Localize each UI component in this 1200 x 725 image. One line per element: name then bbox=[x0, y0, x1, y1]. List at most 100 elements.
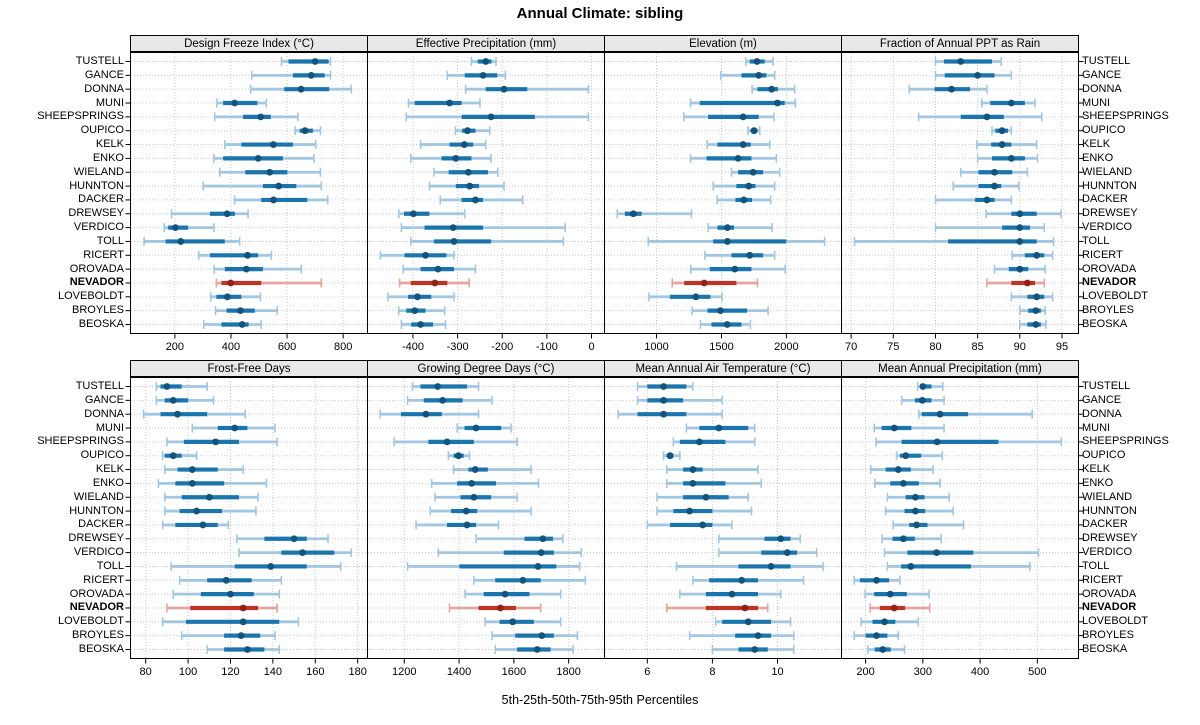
interval-donna bbox=[918, 409, 1034, 419]
interval-ricert bbox=[379, 250, 455, 260]
tick-label: 200 bbox=[856, 666, 874, 678]
station-label-left-beoska: BEOSKA bbox=[78, 318, 124, 330]
tick-label: 1400 bbox=[447, 666, 471, 678]
figure-title: Annual Climate: sibling bbox=[516, 5, 684, 22]
station-label-left-beoska: BEOSKA bbox=[78, 643, 124, 655]
station-label-right-sheepsprings: SHEEPSPRINGS bbox=[1082, 110, 1169, 122]
panel-mean-annual-air-temperature-c: 6 8 10 bbox=[604, 377, 842, 678]
strip-elevation-m: Elevation (m) bbox=[604, 35, 842, 52]
tick-label: 2000 bbox=[774, 341, 798, 353]
tick-label: 180 bbox=[348, 666, 366, 678]
interval-verdico bbox=[718, 548, 818, 558]
station-label-left-loveboldt: LOVEBOLDT bbox=[57, 615, 124, 627]
interval-verdico bbox=[437, 548, 583, 558]
interval-nevador bbox=[398, 278, 471, 288]
station-label-right-oupico: OUPICO bbox=[1082, 124, 1126, 136]
tick-label: 160 bbox=[306, 666, 324, 678]
interval-ricert bbox=[692, 575, 805, 585]
station-label-right-beoska: BEOSKA bbox=[1082, 318, 1128, 330]
interval-broyles bbox=[214, 306, 279, 316]
station-label-left-verdico: VERDICO bbox=[73, 546, 124, 558]
interval-oupico bbox=[294, 126, 322, 136]
tick-label: 1200 bbox=[392, 666, 416, 678]
interval-tustell bbox=[280, 57, 332, 66]
station-label-left-muni: MUNI bbox=[95, 422, 124, 434]
interval-hunnton bbox=[884, 506, 955, 516]
tick-label: 140 bbox=[264, 666, 282, 678]
interval-donna bbox=[908, 84, 988, 94]
station-label-right-ricert: RICERT bbox=[1082, 574, 1123, 586]
tick-label: -400 bbox=[402, 341, 424, 353]
interval-drewsey bbox=[881, 534, 942, 544]
interval-ricert bbox=[853, 575, 901, 585]
interval-gance bbox=[720, 70, 776, 80]
interval-dacker bbox=[233, 195, 329, 205]
interval-dacker bbox=[934, 195, 1013, 205]
station-label-right-oupico: OUPICO bbox=[1082, 449, 1126, 461]
interval-kelk bbox=[975, 140, 1038, 150]
station-label-right-orovada: OROVADA bbox=[1082, 263, 1137, 275]
interval-donna bbox=[379, 409, 480, 419]
strip-mean-annual-precipitation-mm: Mean Annual Precipitation (mm) bbox=[841, 360, 1079, 377]
interval-orovada bbox=[864, 589, 930, 599]
tick-label: 1000 bbox=[644, 341, 668, 353]
tick-label: 800 bbox=[334, 341, 352, 353]
tick-label: 80 bbox=[929, 341, 941, 353]
station-label-right-orovada: OROVADA bbox=[1082, 588, 1137, 600]
tick-label: 120 bbox=[221, 666, 239, 678]
interval-wieland bbox=[163, 492, 259, 502]
interval-tustell bbox=[916, 382, 944, 391]
interval-orovada bbox=[993, 264, 1046, 274]
tick-label: 0 bbox=[588, 341, 594, 353]
interval-hunnton bbox=[428, 181, 505, 191]
interval-toll bbox=[886, 561, 1031, 571]
interval-beoska bbox=[699, 320, 752, 329]
station-label-left-muni: MUNI bbox=[95, 97, 124, 109]
interval-drewsey bbox=[170, 209, 249, 219]
station-label-right-muni: MUNI bbox=[1082, 97, 1111, 109]
interval-tustell bbox=[470, 57, 497, 66]
interval-loveboldt bbox=[484, 617, 562, 627]
tick-label: 400 bbox=[971, 666, 989, 678]
interval-kelk bbox=[224, 140, 317, 150]
station-label-right-toll: TOLL bbox=[1082, 560, 1110, 572]
interval-drewsey bbox=[475, 534, 564, 544]
station-label-right-ricert: RICERT bbox=[1082, 249, 1123, 261]
interval-muni bbox=[407, 98, 481, 108]
interval-wieland bbox=[218, 167, 322, 177]
tick-label: 1600 bbox=[502, 666, 526, 678]
tick-label: 85 bbox=[972, 341, 984, 353]
interval-loveboldt bbox=[387, 292, 455, 302]
interval-broyles bbox=[1019, 306, 1046, 316]
station-label-left-orovada: OROVADA bbox=[69, 263, 124, 275]
tick-label: 1500 bbox=[709, 341, 733, 353]
station-label-right-loveboldt: LOVEBOLDT bbox=[1082, 615, 1149, 627]
interval-kelk bbox=[706, 140, 771, 150]
interval-oupico bbox=[447, 451, 471, 461]
interval-wieland bbox=[886, 492, 950, 502]
interval-orovada bbox=[690, 264, 787, 274]
interval-drewsey bbox=[397, 209, 466, 219]
interval-loveboldt bbox=[648, 292, 723, 302]
interval-broyles bbox=[491, 631, 579, 641]
percentiles-caption: 5th-25th-50th-75th-95th Percentiles bbox=[501, 693, 699, 707]
station-label-left-loveboldt: LOVEBOLDT bbox=[57, 290, 124, 302]
interval-oupico bbox=[454, 126, 491, 136]
interval-tustell bbox=[934, 57, 1003, 66]
station-label-right-verdico: VERDICO bbox=[1082, 221, 1133, 233]
tick-label: 10 bbox=[771, 666, 783, 678]
interval-enko bbox=[689, 153, 778, 163]
interval-oupico bbox=[895, 451, 944, 461]
station-label-left-enko: ENKO bbox=[92, 477, 124, 489]
station-label-right-broyles: BROYLES bbox=[1082, 629, 1134, 641]
station-label-left-nevador: NEVADOR bbox=[69, 601, 124, 613]
interval-gance bbox=[900, 395, 945, 405]
station-label-right-kelk: KELK bbox=[1082, 138, 1111, 150]
panel-frost-free-days: 80 100 120 140 160 180 bbox=[125, 377, 368, 678]
interval-orovada bbox=[402, 264, 477, 274]
interval-toll bbox=[170, 561, 342, 571]
interval-oupico bbox=[991, 126, 1013, 136]
tick-label: 500 bbox=[1028, 666, 1046, 678]
station-label-left-gance: GANCE bbox=[84, 394, 124, 406]
interval-enko bbox=[873, 478, 941, 488]
